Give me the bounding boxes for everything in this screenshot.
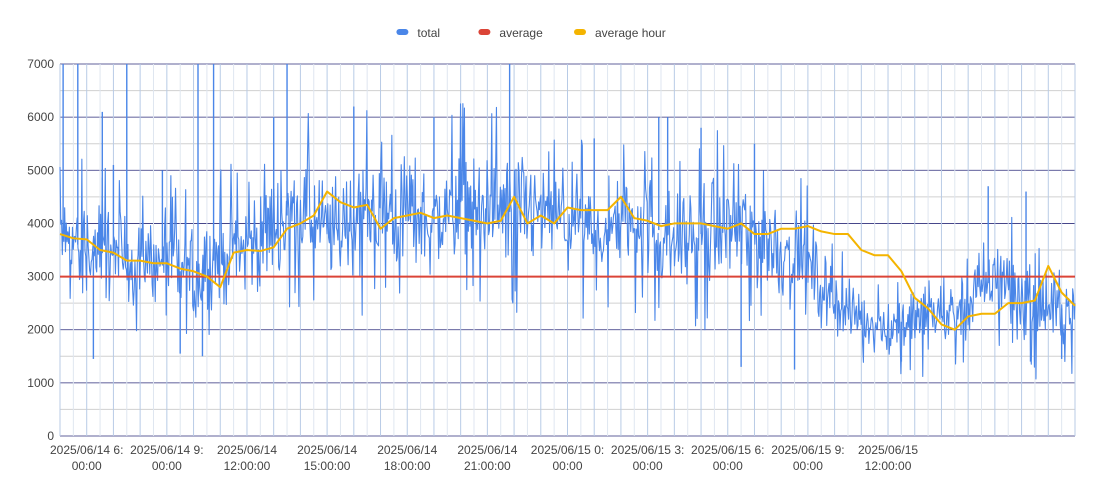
legend-label: average hour <box>595 26 666 40</box>
y-tick-label: 7000 <box>27 57 54 71</box>
legend-item-total[interactable]: total <box>396 26 440 40</box>
y-tick-label: 2000 <box>27 323 54 337</box>
legend-swatch <box>478 29 491 35</box>
x-tick-label: 2025/06/15 12:00:00 <box>858 443 918 473</box>
x-tick-label: 2025/06/15 0: 00:00 <box>531 443 604 473</box>
y-tick-label: 4000 <box>27 216 54 230</box>
legend-item-average-hour[interactable]: average hour <box>574 26 666 40</box>
legend-label: average <box>499 26 543 40</box>
x-tick-label: 2025/06/14 15:00:00 <box>297 443 357 473</box>
y-tick-label: 5000 <box>27 163 54 177</box>
x-tick-label: 2025/06/14 21:00:00 <box>457 443 517 473</box>
legend-swatch <box>574 29 586 35</box>
series-average-hour-line <box>59 190 1076 331</box>
series-layer <box>59 64 1076 380</box>
y-tick-label: 6000 <box>27 110 54 124</box>
gridlines <box>59 63 1076 437</box>
x-tick-label: 2025/06/15 9: 00:00 <box>771 443 844 473</box>
y-tick-label: 0 <box>47 429 54 443</box>
legend-swatch <box>396 29 409 35</box>
legend: total average average hour <box>396 26 666 40</box>
y-tick-label: 1000 <box>27 376 54 390</box>
x-tick-label: 2025/06/14 12:00:00 <box>217 443 277 473</box>
legend-label: total <box>417 26 440 40</box>
legend-item-average[interactable]: average <box>478 26 543 40</box>
y-axis: 0 1000 2000 3000 4000 5000 6000 7000 <box>27 57 54 443</box>
x-tick-label: 2025/06/15 3: 00:00 <box>611 443 684 473</box>
x-tick-label: 2025/06/15 6: 00:00 <box>691 443 764 473</box>
x-tick-label: 2025/06/14 18:00:00 <box>377 443 437 473</box>
x-tick-label: 2025/06/14 6: 00:00 <box>50 443 123 473</box>
y-tick-label: 3000 <box>27 270 54 284</box>
x-tick-label: 2025/06/14 9: 00:00 <box>130 443 203 473</box>
